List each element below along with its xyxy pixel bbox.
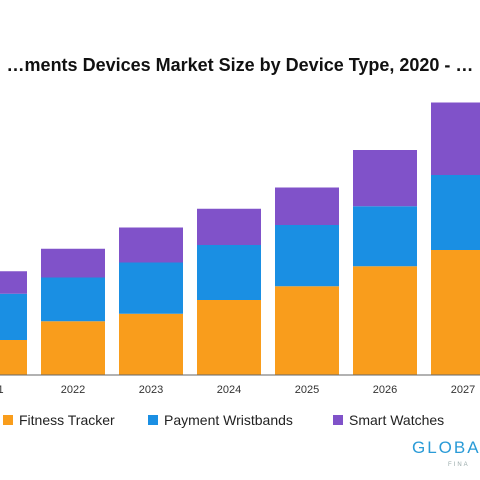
bar-payment-wristbands-1 xyxy=(0,293,27,340)
bar-fitness-tracker-2023 xyxy=(119,313,183,375)
x-tick-label: 2022 xyxy=(61,384,85,396)
bar-smart-watches-2026 xyxy=(353,150,417,207)
x-tick-label: …1 xyxy=(0,384,4,396)
legend-item-fitness-tracker: Fitness Tracker xyxy=(3,412,115,428)
bar-fitness-tracker-1 xyxy=(0,340,27,375)
bar-fitness-tracker-2026 xyxy=(353,266,417,375)
bar-fitness-tracker-2024 xyxy=(197,300,261,375)
legend-swatch-payment-wristbands xyxy=(148,415,158,425)
bar-smart-watches-2023 xyxy=(119,227,183,263)
bar-fitness-tracker-2025 xyxy=(275,286,339,375)
bar-smart-watches-2025 xyxy=(275,187,339,225)
x-tick-label: 2023 xyxy=(139,384,163,396)
legend-swatch-fitness-tracker xyxy=(3,415,13,425)
bar-fitness-tracker-2022 xyxy=(41,321,105,375)
x-tick-label: 2027 xyxy=(451,384,475,396)
x-tick-label: 2024 xyxy=(217,384,241,396)
bar-smart-watches-2024 xyxy=(197,208,261,245)
bar-payment-wristbands-2026 xyxy=(353,206,417,267)
bar-smart-watches-1 xyxy=(0,271,27,294)
bar-payment-wristbands-2022 xyxy=(41,277,105,322)
bar-smart-watches-2027 xyxy=(431,102,480,175)
bar-smart-watches-2022 xyxy=(41,248,105,278)
bar-payment-wristbands-2025 xyxy=(275,225,339,287)
chart-title: …ments Devices Market Size by Device Typ… xyxy=(6,55,474,75)
bar-fitness-tracker-2027 xyxy=(431,250,480,375)
x-tick-labels: …1 2022 2023 2024 2025 2026 2027 xyxy=(0,384,475,396)
legend-swatch-smart-watches xyxy=(333,415,343,425)
legend-item-smart-watches: Smart Watches xyxy=(333,412,444,428)
bar-payment-wristbands-2024 xyxy=(197,245,261,300)
x-tick-label: 2026 xyxy=(373,384,397,396)
legend-label-fitness-tracker: Fitness Tracker xyxy=(19,412,115,428)
legend-label-smart-watches: Smart Watches xyxy=(349,412,445,428)
bar-payment-wristbands-2023 xyxy=(119,262,183,314)
brand-logo: GLOBA xyxy=(412,438,480,457)
brand-logo-subtext: FINA xyxy=(448,462,470,468)
legend: Fitness Tracker Payment Wristbands Smart… xyxy=(0,412,480,432)
x-tick-label: 2025 xyxy=(295,384,319,396)
bar-group xyxy=(0,102,480,375)
bar-payment-wristbands-2027 xyxy=(431,175,480,250)
legend-item-payment-wristbands: Payment Wristbands xyxy=(148,412,293,428)
legend-label-payment-wristbands: Payment Wristbands xyxy=(164,412,293,428)
